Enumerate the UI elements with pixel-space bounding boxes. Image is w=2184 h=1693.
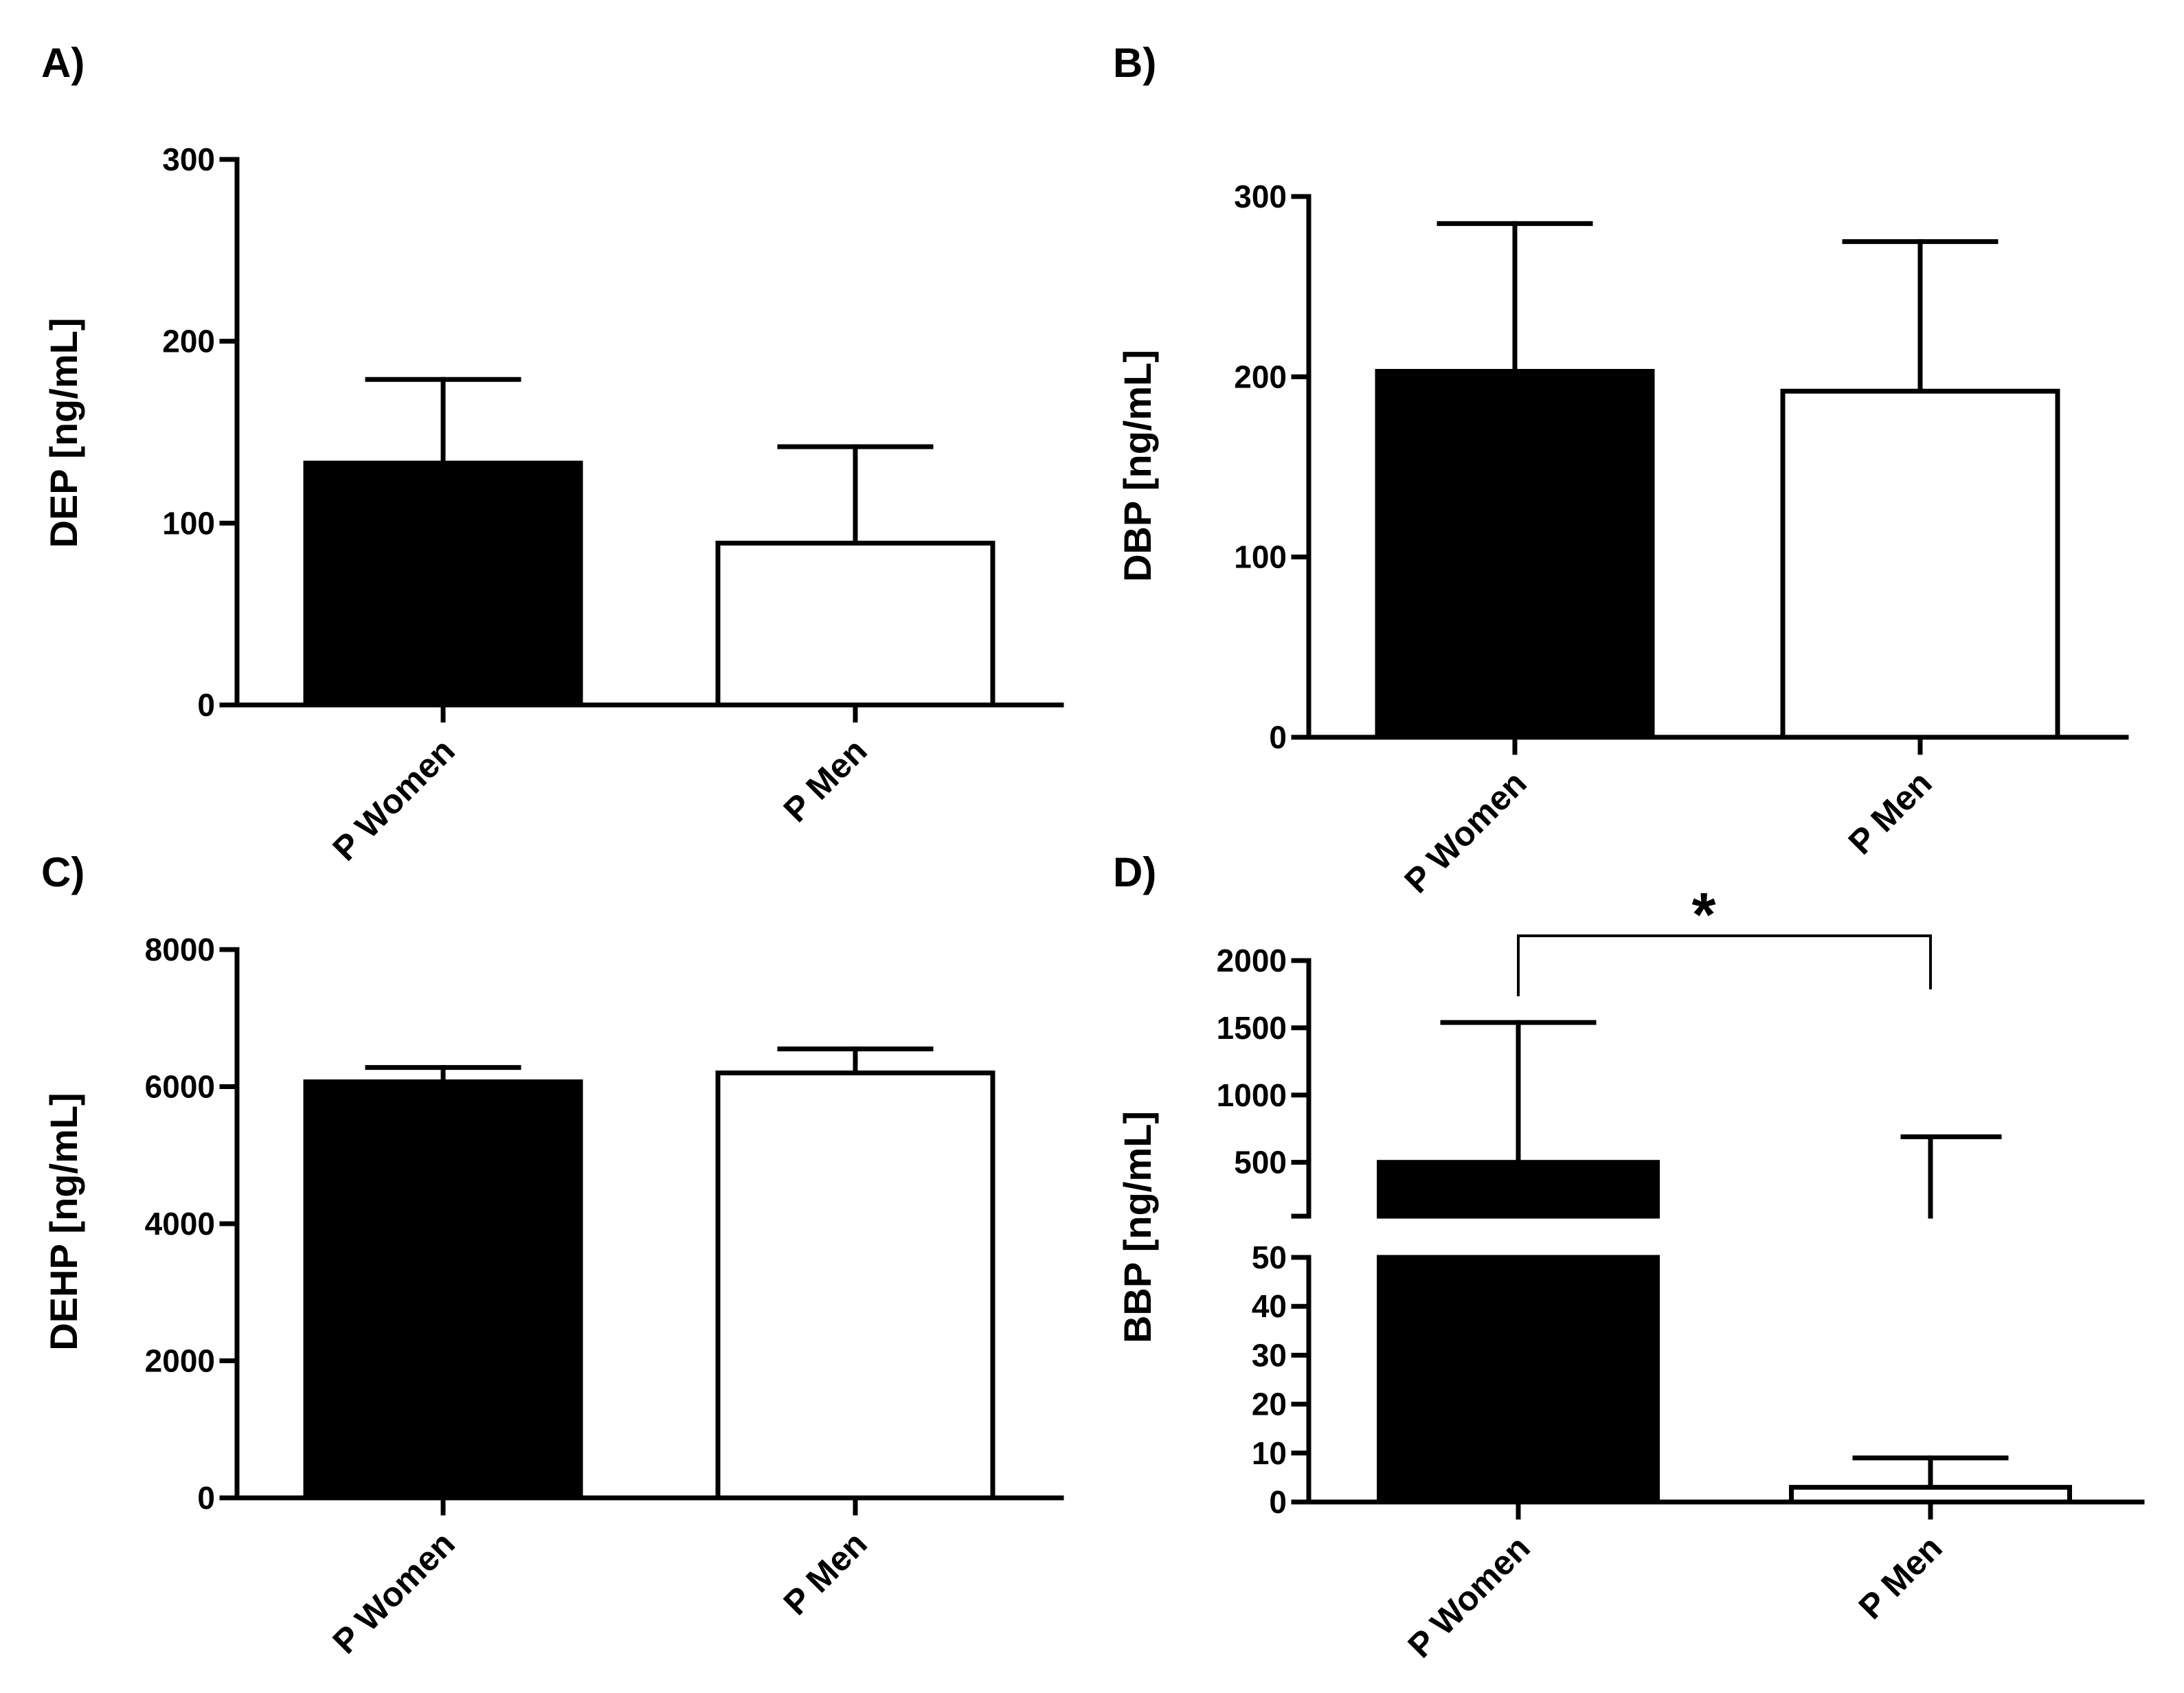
y-tick-label: 10 <box>1252 1435 1287 1471</box>
bar <box>1375 368 1655 740</box>
y-tick-label: 8000 <box>145 932 215 967</box>
x-tick-label: P Men <box>1841 763 1939 862</box>
y-tick-label: 6000 <box>145 1069 215 1105</box>
significance-bracket <box>1517 934 1932 996</box>
bar-lower <box>1377 1255 1660 1505</box>
y-tick-label: 100 <box>1234 539 1287 575</box>
panel-b: B) DBP [ng/mL] 0 100 200 300 P Women P Men <box>1113 40 2129 901</box>
x-tick-label: P Women <box>325 1524 462 1661</box>
x-tick-label: P Men <box>776 731 875 829</box>
y-tick-label: 50 <box>1252 1240 1287 1275</box>
y-axis-label: DEHP [ng/mL] <box>42 1092 85 1350</box>
y-tick-label: 20 <box>1252 1387 1287 1422</box>
y-tick-label: 0 <box>1269 1484 1287 1520</box>
y-tick-label: 300 <box>162 142 215 177</box>
bar <box>303 1079 583 1501</box>
x-tick-label: P Women <box>1400 1528 1537 1665</box>
bar <box>303 460 583 708</box>
panel-d: D) BBP [ng/mL] * 0 10 20 30 40 50 500 1000 1500 2… <box>1113 849 2145 1666</box>
x-tick-label: P Women <box>1397 763 1533 900</box>
y-tick-label: 4000 <box>145 1206 215 1242</box>
panel-label: A) <box>41 40 85 86</box>
y-axis-label: DEP [ng/mL] <box>42 318 85 548</box>
y-tick-label: 200 <box>162 324 215 359</box>
panel-a: A) DEP [ng/mL] 0 100 200 300 P Women P Men <box>41 40 1064 868</box>
x-tick-label: P Men <box>1851 1528 1950 1626</box>
y-tick-label: 200 <box>1234 359 1287 394</box>
y-tick-label: 2000 <box>145 1343 215 1379</box>
y-tick-label: 1000 <box>1217 1077 1287 1113</box>
bar <box>715 1070 995 1501</box>
x-tick-label: P Women <box>325 731 462 868</box>
y-tick-label: 30 <box>1252 1337 1287 1373</box>
y-tick-label: 500 <box>1234 1145 1287 1180</box>
panel-label: D) <box>1113 849 1156 895</box>
y-tick-label: 0 <box>197 1480 215 1516</box>
bar <box>1780 388 2060 740</box>
y-tick-label: 0 <box>197 687 215 723</box>
x-tick-label: P Men <box>776 1524 875 1622</box>
panel-label: C) <box>41 849 85 895</box>
panel-label: B) <box>1113 40 1156 86</box>
bar <box>715 540 995 708</box>
panel-c: C) DEHP [ng/mL] 0 2000 4000 6000 8000 P Women… <box>41 849 1064 1661</box>
y-tick-label: 1500 <box>1217 1010 1287 1046</box>
y-axis-label: DBP [ng/mL] <box>1116 350 1159 582</box>
y-tick-label: 300 <box>1234 179 1287 214</box>
y-axis-label: BBP [ng/mL] <box>1116 1111 1159 1343</box>
significance-marker: * <box>1691 881 1715 950</box>
bar-upper <box>1377 1160 1660 1219</box>
y-tick-label: 100 <box>162 505 215 541</box>
y-tick-label: 2000 <box>1217 943 1287 978</box>
y-tick-label: 40 <box>1252 1288 1287 1324</box>
y-tick-label: 0 <box>1269 719 1287 755</box>
